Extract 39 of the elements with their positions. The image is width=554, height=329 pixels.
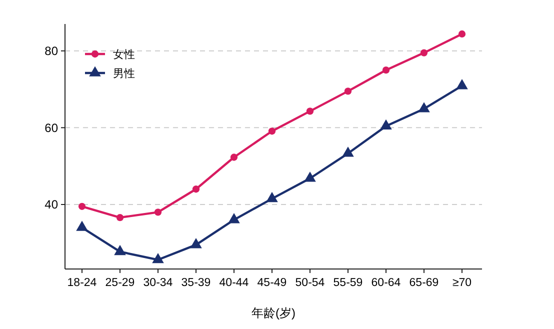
point (152, 252, 164, 264)
point (230, 154, 238, 161)
x-tick-label: ≥70 (452, 277, 472, 289)
point (304, 172, 316, 182)
point (192, 186, 200, 193)
point (342, 146, 354, 157)
y-tick-label: 60 (44, 120, 58, 135)
x-tick-label: 50-54 (295, 277, 326, 289)
y-tick-label: 80 (44, 44, 58, 58)
point (76, 220, 88, 231)
point (190, 238, 202, 248)
point (78, 202, 86, 210)
point (418, 102, 430, 112)
x-tick-label: 30-34 (143, 277, 174, 289)
point (116, 214, 124, 222)
legend-label: 女性 (113, 48, 135, 61)
legend-label: 男性 (113, 68, 135, 80)
x-tick-label: 25-29 (105, 277, 135, 289)
x-tick-label: 40-44 (219, 277, 250, 289)
point (268, 128, 276, 135)
point (458, 30, 466, 38)
point (380, 119, 392, 130)
x-tick-label: 35-39 (181, 277, 211, 289)
point (456, 79, 468, 90)
x-tick-label: 65-69 (409, 277, 439, 289)
x-axis-title: 年龄(岁) (252, 306, 296, 320)
point (114, 244, 126, 256)
x-tick-label: 60-64 (371, 277, 402, 289)
point (154, 208, 162, 216)
point (420, 49, 428, 56)
point (306, 108, 314, 115)
x-tick-label: 45-49 (257, 277, 287, 289)
x-tick-label: 18-24 (67, 277, 98, 289)
point (228, 213, 240, 224)
point (382, 66, 390, 74)
point (344, 88, 352, 95)
y-tick-label: 40 (44, 198, 58, 212)
x-tick-label: 55-59 (333, 277, 363, 289)
point (266, 192, 278, 202)
